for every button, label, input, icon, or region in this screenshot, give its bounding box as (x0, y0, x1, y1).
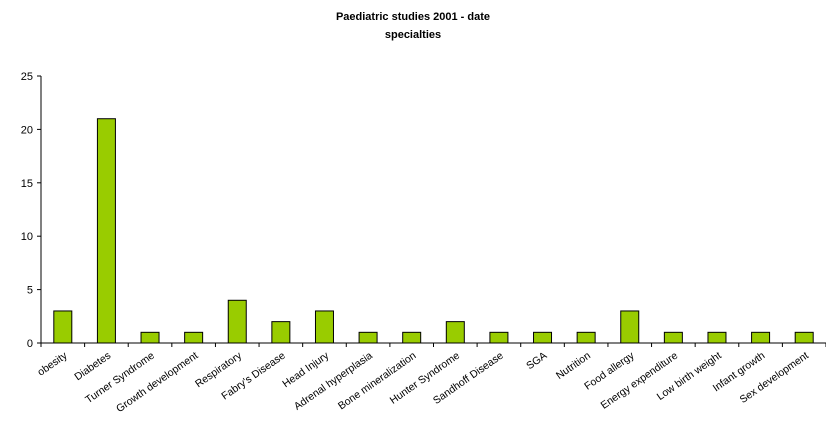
y-tick-label: 10 (21, 231, 33, 243)
bar (140, 331, 160, 344)
y-tick-label: 0 (27, 338, 33, 350)
axes (37, 75, 826, 347)
bar (96, 118, 116, 344)
x-category-label: Growth development (114, 350, 200, 415)
chart-title: Paediatric studies 2001 - date (336, 11, 490, 23)
x-category-label: Diabetes (72, 350, 113, 384)
bar (402, 331, 422, 344)
bar (576, 331, 596, 344)
y-tick-label: 25 (21, 71, 33, 83)
x-category-label: Energy expenditure (599, 350, 681, 412)
bar (663, 331, 683, 344)
bar (707, 331, 727, 344)
x-category-label: obesity (35, 349, 70, 378)
x-category-label: Bone mineralization (336, 350, 419, 413)
y-tick-label: 15 (21, 178, 33, 190)
y-tick-label: 20 (21, 124, 33, 136)
y-tick-label: 5 (27, 285, 33, 297)
bar (533, 331, 553, 344)
x-category-label: Adrenal hyperplasia (292, 350, 375, 413)
y-tick-labels: 0 5 10 15 20 25 (21, 71, 33, 350)
bar (620, 310, 640, 344)
bar (314, 310, 334, 344)
bar (751, 331, 771, 344)
bar (794, 331, 814, 344)
x-category-label: Nutrition (554, 350, 593, 382)
bar (358, 331, 378, 344)
chart-subtitle: specialties (385, 29, 441, 41)
x-category-label: SGA (524, 350, 549, 373)
bars-group (53, 118, 814, 344)
bar (445, 321, 465, 344)
bar (271, 321, 291, 344)
bar (489, 331, 509, 344)
bar (53, 310, 73, 344)
bar (184, 331, 204, 344)
bar (227, 299, 247, 344)
